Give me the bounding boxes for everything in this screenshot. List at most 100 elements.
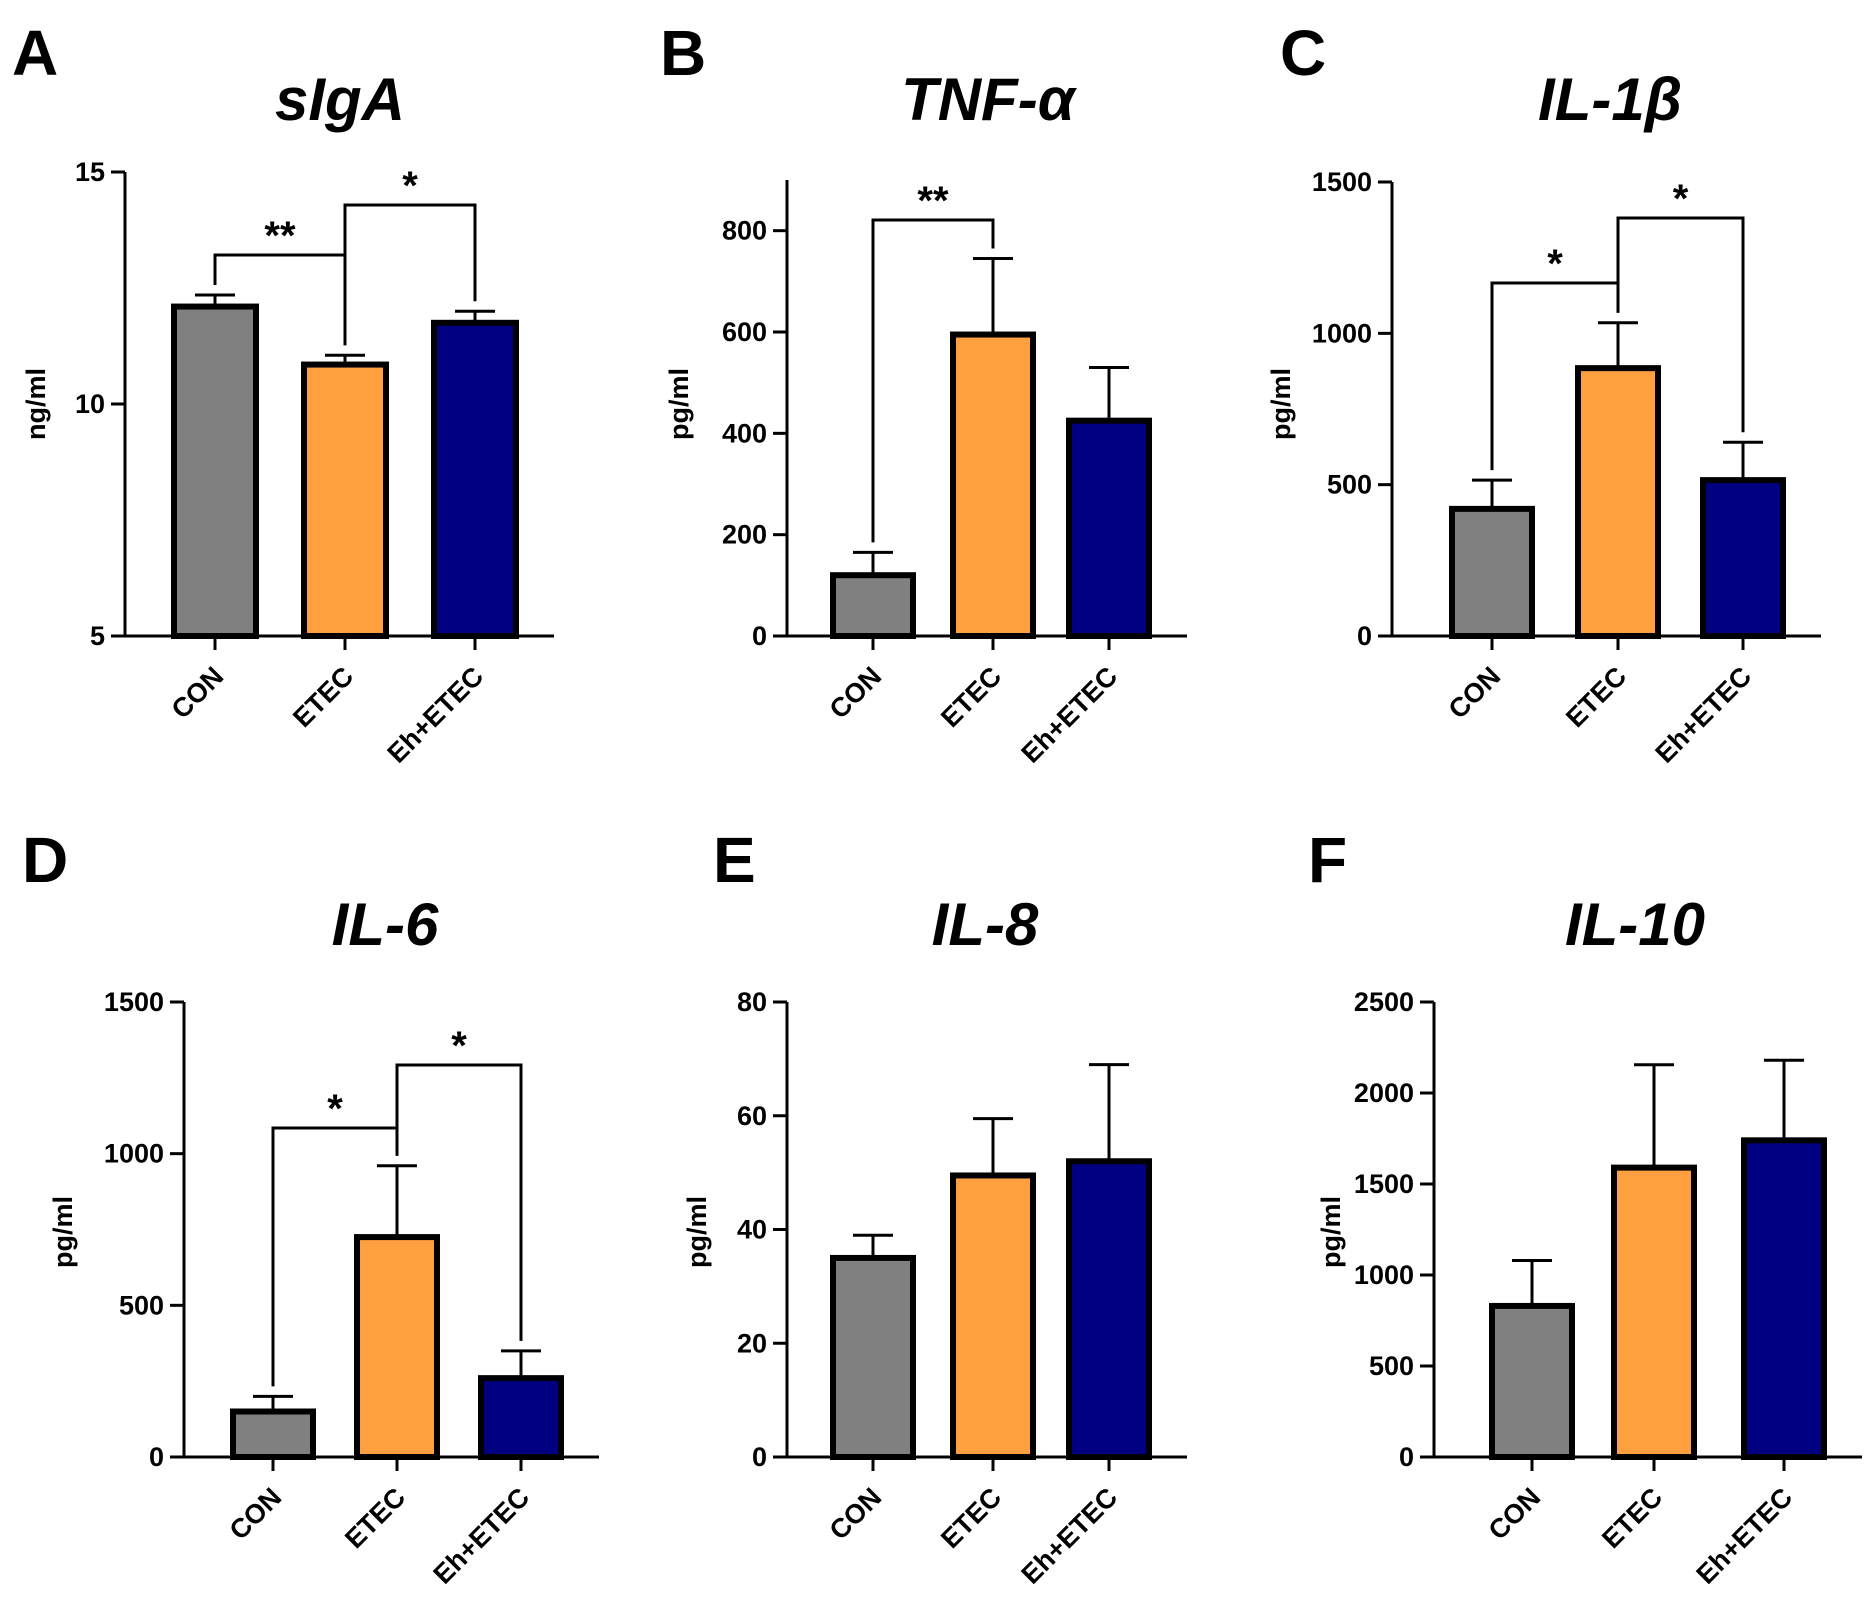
y-axis-label-a: ng/ml (21, 368, 51, 440)
y-tick-label: 0 (752, 1442, 767, 1472)
significance-label: ** (264, 214, 296, 258)
significance-bracket (871, 218, 995, 543)
panel-e: E IL-8 pg/ml 0 20 40 60 80 CON ETEC Eh+ETEC (682, 824, 1187, 1590)
y-tick-label: 60 (737, 1101, 767, 1131)
chart-area-c: 0 500 1000 1500 CON ETEC Eh+ETEC * * (1312, 167, 1821, 769)
y-tick-label: 200 (722, 520, 767, 550)
y-tick-label: 1000 (1354, 1260, 1414, 1290)
category-label: ETEC (935, 661, 1007, 733)
bar-con (171, 303, 259, 639)
y-tick-label: 0 (1399, 1442, 1414, 1472)
significance-bracket (395, 1063, 523, 1341)
category-label: ETEC (287, 661, 359, 733)
category-label: Eh+ETEC (1016, 661, 1124, 769)
category-label: ETEC (935, 1482, 1007, 1554)
bar-etec (950, 1172, 1036, 1460)
category-label: Eh+ETEC (428, 1482, 536, 1590)
significance-label: * (451, 1024, 467, 1068)
significance-label: * (1547, 242, 1563, 286)
bar-etec (354, 1234, 440, 1461)
significance-label: * (1673, 177, 1689, 221)
y-axis-label-c: pg/ml (1266, 368, 1296, 440)
panel-title-b: TNF-α (901, 66, 1078, 133)
y-axis-label-e: pg/ml (682, 1196, 712, 1268)
bar-eh-etec (1066, 1158, 1152, 1460)
bar-etec (1575, 365, 1661, 639)
y-tick-label: 15 (75, 157, 105, 187)
bar-eh-etec (1741, 1137, 1827, 1460)
y-tick-label: 1500 (1312, 167, 1372, 197)
significance-label: * (327, 1087, 343, 1131)
panel-title-e: IL-8 (932, 891, 1039, 958)
bar-eh-etec (1066, 417, 1152, 639)
panel-d: D IL-6 pg/ml 0 500 1000 1500 CON ETEC Eh+ETEC *… (22, 824, 599, 1590)
panel-f: F IL-10 pg/ml 0 500 1000 1500 2000 2500 CON ETE… (1308, 824, 1862, 1590)
y-tick-label: 1500 (104, 987, 164, 1017)
panel-letter-e: E (713, 824, 756, 896)
bar-con (1489, 1302, 1575, 1460)
y-tick-label: 80 (737, 987, 767, 1017)
panel-letter-b: B (660, 17, 706, 89)
y-tick-label: 500 (1369, 1351, 1414, 1381)
bar-eh-etec (431, 319, 519, 639)
y-axis-label-b: pg/ml (664, 368, 694, 440)
bar-eh-etec (478, 1375, 564, 1460)
y-tick-label: 20 (737, 1328, 767, 1358)
y-tick-label: 0 (752, 621, 767, 651)
category-label: ETEC (339, 1482, 411, 1554)
y-tick-label: 1000 (1312, 318, 1372, 348)
bar-con (230, 1408, 316, 1460)
bar-etec (1611, 1164, 1697, 1460)
panel-title-c: IL-1β (1538, 66, 1682, 133)
panel-title-a: sIgA (275, 66, 405, 133)
significance-bracket (1616, 216, 1745, 433)
category-label: CON (166, 661, 230, 725)
chart-area-b: 0 200 400 600 800 CON ETEC Eh+ETEC ** (722, 179, 1187, 769)
y-tick-label: 2000 (1354, 1078, 1414, 1108)
category-label: Eh+ETEC (1650, 661, 1758, 769)
y-tick-label: 10 (75, 389, 105, 419)
chart-area-f: 0 500 1000 1500 2000 2500 CON ETEC Eh+ETEC (1354, 987, 1862, 1590)
panel-title-f: IL-10 (1565, 891, 1705, 958)
y-tick-label: 0 (1357, 621, 1372, 651)
y-tick-label: 1500 (1354, 1169, 1414, 1199)
category-label: Eh+ETEC (1691, 1482, 1799, 1590)
panel-b: B TNF-α pg/ml 0 200 400 600 800 CON ETEC Eh+ETE… (660, 17, 1187, 769)
y-axis-label-f: pg/ml (1316, 1196, 1346, 1268)
y-tick-label: 5 (90, 621, 105, 651)
bar-con (830, 572, 916, 640)
y-tick-label: 500 (119, 1290, 164, 1320)
y-tick-label: 800 (722, 216, 767, 246)
chart-area-d: 0 500 1000 1500 CON ETEC Eh+ETEC * * (104, 987, 599, 1590)
panel-c: C IL-1β pg/ml 0 500 1000 1500 CON ETEC Eh+ETEC… (1266, 17, 1821, 769)
category-label: CON (824, 1482, 888, 1546)
category-label: ETEC (1560, 661, 1632, 733)
category-label: CON (824, 661, 888, 725)
panel-letter-a: A (12, 17, 58, 89)
significance-bracket (343, 203, 477, 346)
y-tick-label: 500 (1327, 470, 1372, 500)
panel-letter-c: C (1280, 17, 1326, 89)
category-label: CON (1443, 661, 1507, 725)
panel-letter-f: F (1308, 824, 1347, 896)
chart-area-e: 0 20 40 60 80 CON ETEC Eh+ETEC (737, 987, 1187, 1590)
y-tick-label: 600 (722, 317, 767, 347)
bar-eh-etec (1700, 477, 1786, 640)
category-label: CON (224, 1482, 288, 1546)
y-tick-label: 400 (722, 418, 767, 448)
significance-label: ** (917, 179, 949, 223)
significance-label: * (402, 164, 418, 208)
panel-letter-d: D (22, 824, 68, 896)
y-tick-label: 40 (737, 1215, 767, 1245)
category-label: ETEC (1596, 1482, 1668, 1554)
bar-con (830, 1254, 916, 1460)
category-label: Eh+ETEC (382, 661, 490, 769)
y-axis-label-d: pg/ml (48, 1196, 78, 1268)
category-label: Eh+ETEC (1016, 1482, 1124, 1590)
y-tick-label: 1000 (104, 1139, 164, 1169)
bar-con (1449, 505, 1535, 640)
y-tick-label: 2500 (1354, 987, 1414, 1017)
